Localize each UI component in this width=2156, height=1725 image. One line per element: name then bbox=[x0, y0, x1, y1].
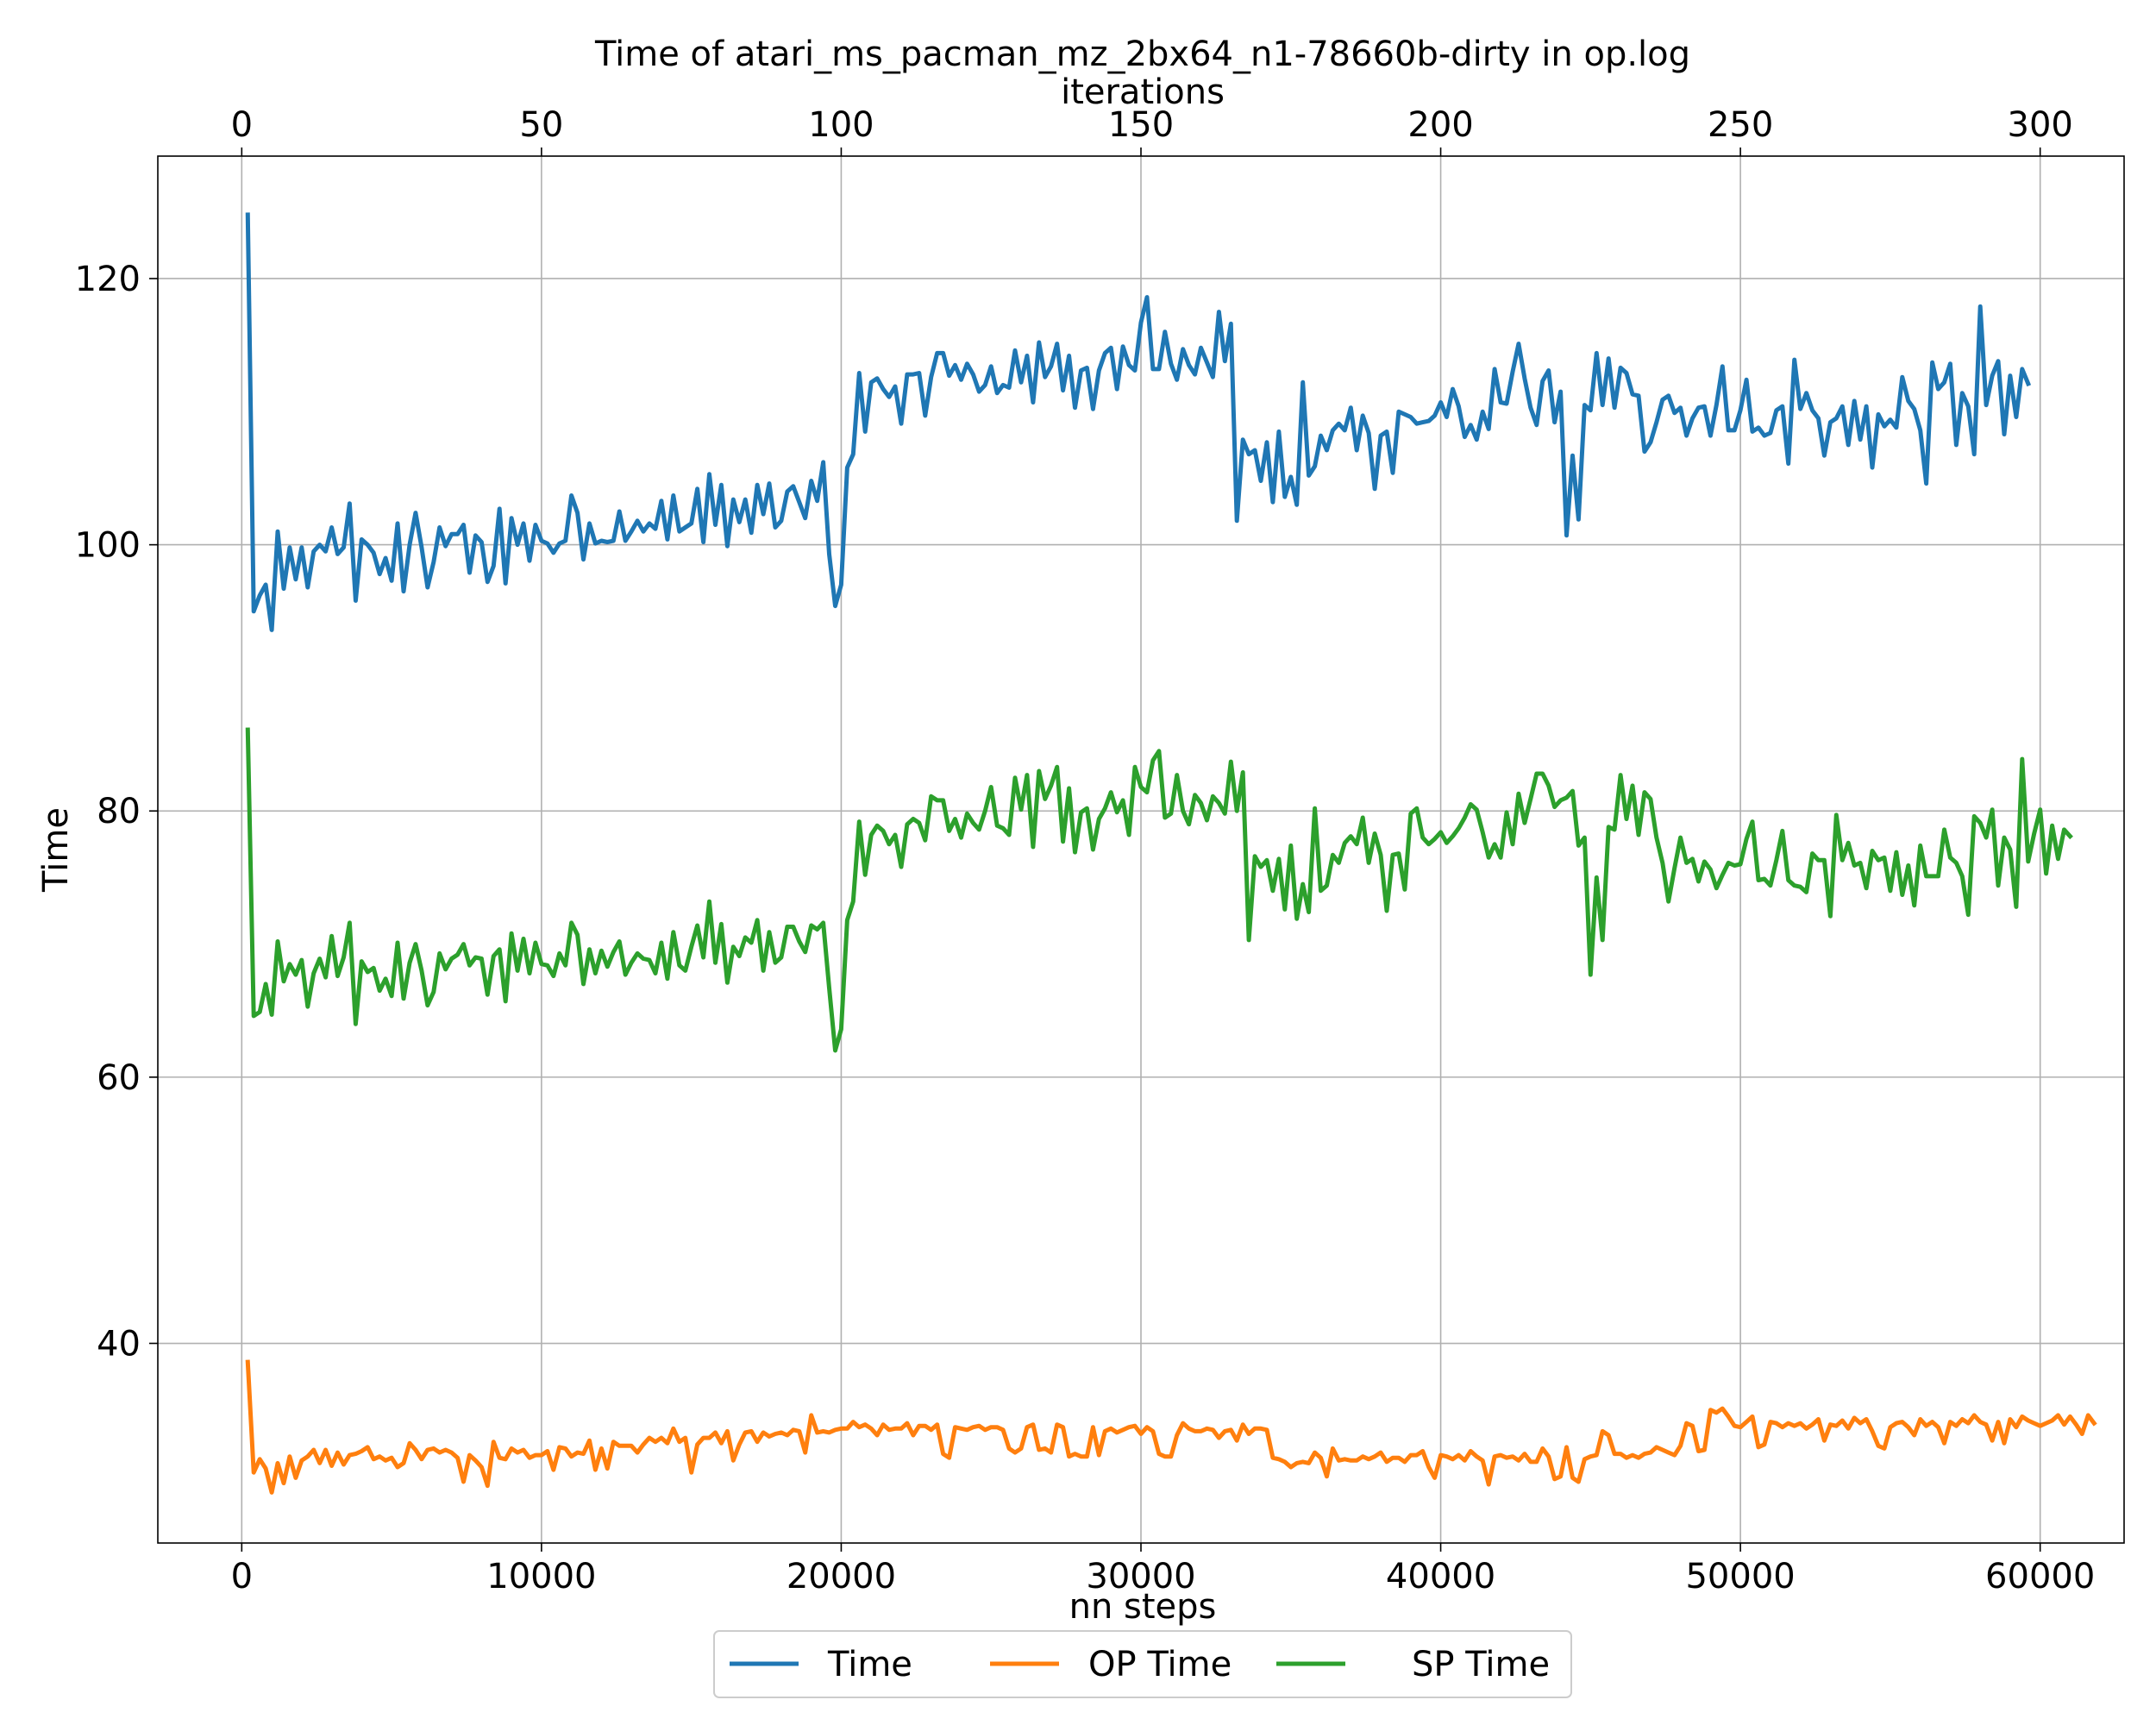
legend-label-sp-time: SP Time bbox=[1412, 1645, 1550, 1684]
y-axis-ticks: 40 60 80 100 120 bbox=[75, 260, 158, 1364]
y-tick-label: 60 bbox=[97, 1058, 141, 1098]
x-axis-label: nn steps bbox=[1069, 1587, 1217, 1627]
top-tick-label: 300 bbox=[2008, 105, 2073, 145]
series-line-op-time bbox=[245, 1359, 2097, 1495]
chart-title: Time of atari_ms_pacman_mz_2bx64_n1-7866… bbox=[594, 34, 1690, 74]
top-tick-label: 50 bbox=[519, 105, 563, 145]
y-tick-label: 120 bbox=[75, 260, 141, 299]
series-line-time bbox=[245, 212, 2032, 632]
top-tick-label: 200 bbox=[1407, 105, 1473, 145]
x-axis-ticks: 0 10000 20000 30000 40000 50000 60000 bbox=[231, 1543, 2095, 1596]
y-axis-label: Time bbox=[36, 807, 76, 893]
top-axis-ticks: 0 50 100 150 200 250 300 bbox=[231, 105, 2073, 156]
top-tick-label: 150 bbox=[1108, 105, 1174, 145]
x-tick-label: 20000 bbox=[787, 1557, 896, 1596]
series-line-sp-time bbox=[245, 727, 2073, 1053]
top-tick-label: 250 bbox=[1708, 105, 1773, 145]
top-tick-label: 0 bbox=[231, 105, 253, 145]
legend-box bbox=[713, 1630, 1572, 1698]
x-tick-label: 10000 bbox=[486, 1557, 596, 1596]
x-tick-label: 40000 bbox=[1386, 1557, 1495, 1596]
y-tick-label: 40 bbox=[97, 1325, 141, 1364]
x-tick-label: 60000 bbox=[1985, 1557, 2095, 1596]
y-tick-label: 80 bbox=[97, 792, 141, 831]
top-axis-label: iterations bbox=[1061, 72, 1225, 112]
grid-lines bbox=[158, 156, 2124, 1543]
top-tick-label: 100 bbox=[808, 105, 874, 145]
legend-label-time: Time bbox=[827, 1645, 912, 1684]
y-tick-label: 100 bbox=[75, 526, 141, 566]
x-tick-label: 0 bbox=[231, 1557, 253, 1596]
series-lines bbox=[245, 212, 2097, 1495]
legend-label-op-time: OP Time bbox=[1088, 1645, 1232, 1684]
legend: Time OP Time SP Time bbox=[713, 1630, 1572, 1698]
x-tick-label: 30000 bbox=[1086, 1557, 1195, 1596]
x-tick-label: 50000 bbox=[1685, 1557, 1795, 1596]
